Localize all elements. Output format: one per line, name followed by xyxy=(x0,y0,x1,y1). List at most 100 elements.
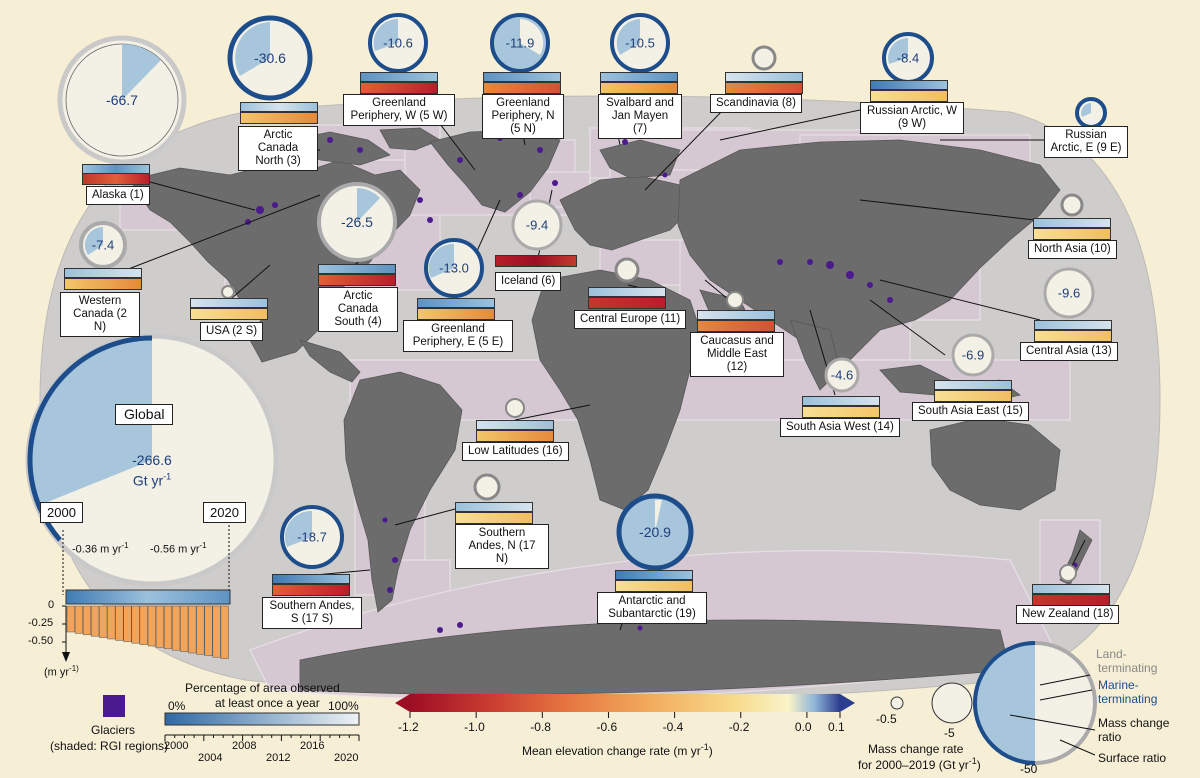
pct-year-2016: 2016 xyxy=(300,740,325,752)
global-bar-chart xyxy=(62,589,231,662)
pie-acs xyxy=(317,182,397,262)
glaciers-title: Glaciers xyxy=(91,723,136,737)
region-label-ce: Central Europe (11) xyxy=(574,310,687,329)
obs-strip-acs xyxy=(318,264,396,274)
pie-sv xyxy=(610,13,670,73)
region-label-raw: Russian Arctic, W (9 W) xyxy=(860,102,964,134)
global-annual-bar xyxy=(204,605,213,657)
global-value: -266.6 xyxy=(132,452,172,468)
region-label-gn: Greenland Periphery, N (5 N) xyxy=(482,94,564,139)
dh-strip-ca xyxy=(1034,330,1112,342)
region-label-acs: Arctic Canada South (4) xyxy=(318,287,398,332)
global-annual-bar xyxy=(74,605,83,634)
colorbar-tick-label: -0.8 xyxy=(530,720,551,734)
pie-label-mass-1: Mass change xyxy=(1098,716,1170,730)
region-label-ic: Iceland (6) xyxy=(495,272,562,291)
pie-sae xyxy=(951,333,995,377)
global-axis-tick-2: -0.50 xyxy=(28,635,54,647)
obs-strip-ll xyxy=(476,420,554,430)
pie-cm xyxy=(726,291,744,309)
region-label-usa: USA (2 S) xyxy=(200,322,264,341)
pie-sas xyxy=(280,505,344,569)
region-label-acn: Arctic Canada North (3) xyxy=(238,126,318,171)
region-label-ca: Central Asia (13) xyxy=(1020,342,1118,361)
region-label-an: Antarctic and Subantarctic (19) xyxy=(597,592,707,624)
pie-ca xyxy=(1043,267,1095,319)
dh-strip-sas xyxy=(272,584,350,596)
value-gn: -11.9 xyxy=(505,35,535,51)
pie-na xyxy=(1060,193,1084,217)
value-sas: -18.7 xyxy=(297,529,327,545)
obs-strip-san xyxy=(455,502,533,512)
region-label-sas: Southern Andes, S (17 S) xyxy=(262,597,362,629)
pie-label-land-2: terminating xyxy=(1098,661,1158,675)
global-rate-start: -0.36 m yr-1 xyxy=(72,541,129,556)
global-annual-bar xyxy=(139,605,148,645)
dh-strip-na xyxy=(1033,228,1111,240)
obs-strip-na xyxy=(1033,218,1111,228)
obs-strip-wc xyxy=(64,268,142,278)
region-label-san: Southern Andes, N (17 N) xyxy=(455,524,549,569)
colorbar-tick-label: -1.2 xyxy=(398,720,419,734)
region-label-sc: Scandinavia (8) xyxy=(710,94,802,113)
global-annual-bar xyxy=(115,605,124,641)
global-annual-bar xyxy=(147,605,156,647)
pct-max: 100% xyxy=(328,699,359,713)
size-value-medium: -5 xyxy=(944,726,955,740)
obs-strip-sv xyxy=(600,72,678,82)
pct-year-2020: 2020 xyxy=(334,752,359,764)
obs-strip-nz xyxy=(1032,584,1110,594)
region-label-cm: Caucasus and Middle East (12) xyxy=(690,332,784,377)
dh-strip-saw xyxy=(802,406,880,418)
dh-strip-ic xyxy=(495,255,577,267)
value-raw: -8.4 xyxy=(896,50,920,66)
obs-strip-cm xyxy=(697,310,775,320)
global-annual-bar xyxy=(188,605,197,654)
pie-wc xyxy=(79,221,127,269)
region-label-sv: Svalbard and Jan Mayen (7) xyxy=(598,94,682,139)
obs-strip-acn xyxy=(240,102,318,112)
colorbar-tick-label: 0.0 xyxy=(794,720,812,734)
leader-lines xyxy=(99,107,1086,631)
obs-strip-sae xyxy=(934,380,1012,390)
region-label-saw: South Asia West (14) xyxy=(780,418,900,437)
global-annual-bar xyxy=(131,605,140,644)
value-gw: -10.6 xyxy=(383,35,413,51)
global-axis-unit: (m yr-1) xyxy=(44,664,79,679)
global-annual-bar xyxy=(99,605,108,638)
colorbar-tick-label: -0.6 xyxy=(596,720,618,734)
value-an: -20.9 xyxy=(639,524,671,540)
region-label-ll: Low Latitudes (16) xyxy=(462,442,569,461)
value-wc: -7.4 xyxy=(91,237,115,253)
pie-san xyxy=(473,473,501,501)
colorbar-tick-label: -1.0 xyxy=(464,720,485,734)
global-annual-bar xyxy=(107,605,116,640)
dh-strip-wc xyxy=(64,278,142,290)
region-pies xyxy=(57,13,1107,582)
dh-strip-ce xyxy=(588,297,666,309)
obs-strip-ge xyxy=(417,298,495,308)
global-title: Global xyxy=(115,404,174,425)
dh-strip-alaska xyxy=(82,173,150,185)
global-rate-end: -0.56 m yr-1 xyxy=(150,541,207,556)
value-alaska: -66.7 xyxy=(106,92,138,108)
value-ge: -13.0 xyxy=(439,260,469,276)
region-label-rae: Russian Arctic, E (9 E) xyxy=(1044,126,1128,158)
colorbar-tick-label: -0.4 xyxy=(662,720,684,734)
pie-sc xyxy=(751,45,777,71)
global-annual-bar xyxy=(212,605,221,658)
obs-strip-ca xyxy=(1034,320,1112,330)
global-annual-bar xyxy=(123,605,132,643)
global-annual-bar xyxy=(91,605,100,637)
value-sv: -10.5 xyxy=(625,35,655,51)
region-label-gw: Greenland Periphery, W (5 W) xyxy=(343,94,455,126)
pie-ge xyxy=(424,238,484,298)
pie-alaska xyxy=(57,35,187,165)
pie-rae xyxy=(1075,97,1107,129)
dh-strip-ll xyxy=(476,430,554,442)
pie-label-surface: Surface ratio xyxy=(1098,751,1167,765)
dh-strip-cm xyxy=(697,320,775,332)
pie-label-mass-2: ratio xyxy=(1098,730,1122,744)
